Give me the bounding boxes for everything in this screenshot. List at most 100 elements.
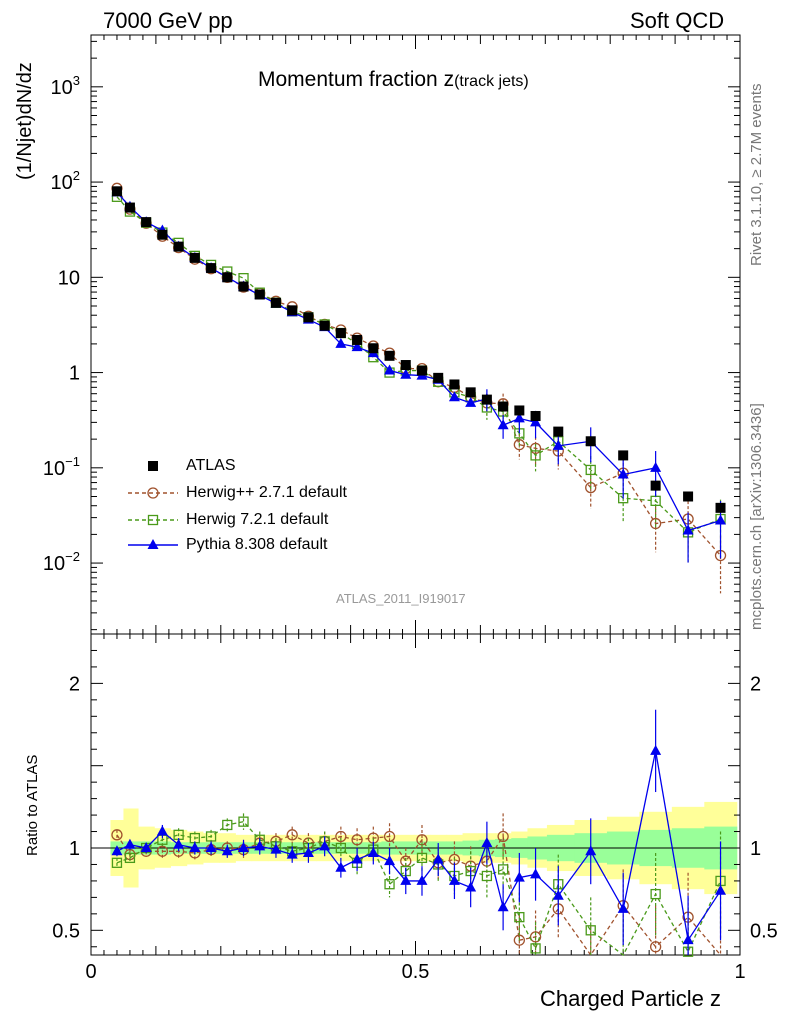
- y-tick-base: 10: [58, 267, 80, 289]
- ratio-tick-label: 1: [69, 838, 80, 860]
- header-left: 7000 GeV pp: [103, 8, 233, 33]
- ratio-point-2: [530, 943, 541, 954]
- legend-label-pythia: Pythia 8.308 default: [186, 536, 328, 553]
- x-axis-label: Charged Particle z: [540, 986, 721, 1011]
- ratio-y-axis-label: Ratio to ATLAS: [24, 754, 41, 856]
- series-point-3: [530, 416, 542, 427]
- series-line-3: [116, 191, 721, 532]
- series-point-3: [448, 391, 460, 402]
- ratio-point-3: [650, 744, 662, 755]
- ratio-point-3: [351, 853, 363, 864]
- y-tick-label: 10−1: [43, 454, 80, 480]
- main-plot-data: [111, 182, 727, 594]
- series-point-2: [585, 464, 596, 476]
- ratio-point-3: [432, 853, 444, 864]
- ratio-point-2: [222, 819, 233, 831]
- series-point-0: [433, 372, 444, 383]
- ratio-point-3: [682, 934, 694, 945]
- plot-title-text: Momentum fraction: [258, 68, 438, 91]
- plot-title-sub: (track jets): [454, 73, 529, 90]
- ratio-point-2: [205, 831, 217, 842]
- legend-marker-2: [147, 514, 159, 526]
- ratio-point-3: [481, 837, 493, 848]
- series-point-0: [416, 365, 427, 376]
- ratio-point-1: [351, 834, 363, 846]
- y-tick-label: 102: [51, 168, 80, 194]
- series-point-3: [335, 337, 347, 348]
- series-point-0: [449, 379, 460, 390]
- legend-label-atlas: ATLAS: [186, 457, 236, 474]
- ratio-point-3: [497, 901, 509, 912]
- series-point-0: [141, 217, 152, 228]
- ratio-point-2: [111, 857, 123, 868]
- series-point-0: [585, 436, 596, 447]
- ratio-point-3: [254, 840, 266, 851]
- ratio-point-3: [513, 871, 525, 882]
- x-tick-label: 0.5: [402, 961, 430, 983]
- ratio-tick-label-right: 1: [750, 838, 761, 860]
- series-point-0: [254, 289, 265, 300]
- ratio-point-3: [552, 889, 564, 900]
- series-point-0: [303, 312, 314, 323]
- series-point-0: [111, 186, 122, 197]
- series-point-0: [173, 241, 184, 252]
- series-point-3: [650, 461, 662, 472]
- y-tick-base: 10: [43, 553, 65, 575]
- y-tick-exp: 3: [73, 73, 80, 88]
- series-point-0: [238, 281, 249, 292]
- ratio-plot-data: [111, 709, 727, 957]
- ratio-point-3: [221, 845, 233, 856]
- ratio-point-3: [448, 874, 460, 885]
- rivet-note: Rivet 3.1.10, ≥ 2.7M events: [748, 83, 765, 267]
- ratio-point-3: [124, 838, 136, 849]
- ratio-frame: [90, 633, 741, 956]
- ratio-point-3: [111, 845, 123, 856]
- ratio-point-3: [156, 825, 168, 836]
- y-tick-label: 10−2: [43, 549, 80, 575]
- ratio-tick-label-right: 2: [750, 673, 761, 695]
- legend-markers: [128, 461, 178, 549]
- ratio-point-3: [530, 868, 542, 879]
- series-point-3: [465, 396, 477, 407]
- ratio-point-2: [416, 852, 428, 864]
- ratio-point-1: [111, 829, 123, 841]
- series-point-0: [335, 328, 346, 339]
- y-tick-label: 1: [69, 363, 80, 385]
- y-tick-exp: −2: [65, 549, 80, 564]
- series-point-0: [498, 401, 509, 412]
- y-tick-base: 10: [51, 77, 73, 99]
- ratio-tick-label: 2: [69, 673, 80, 695]
- source-note: mcplots.cern.ch [arXiv:1306.3436]: [748, 403, 765, 630]
- series-point-0: [650, 480, 661, 491]
- ratio-point-3: [286, 848, 298, 859]
- series-point-0: [222, 272, 233, 283]
- ratio-tick-label: 0.5: [52, 920, 80, 942]
- series-point-0: [481, 394, 492, 405]
- series-point-0: [157, 229, 168, 240]
- ratio-point-2: [238, 816, 249, 827]
- ratio-point-2: [384, 879, 395, 890]
- series-point-0: [400, 360, 411, 371]
- ratio-point-3: [319, 840, 331, 851]
- series-point-0: [384, 350, 395, 361]
- ratio-point-3: [585, 845, 597, 856]
- ratio-point-2: [585, 925, 596, 936]
- ratio-point-3: [400, 874, 412, 885]
- y-tick-base: 1: [69, 363, 80, 385]
- ratio-point-3: [715, 884, 727, 895]
- series-point-0: [514, 405, 525, 416]
- ratio-point-3: [367, 846, 379, 857]
- ratio-point-3: [617, 902, 629, 913]
- ratio-point-1: [383, 830, 396, 843]
- x-tick-label: 1: [734, 961, 745, 983]
- series-point-2: [530, 450, 541, 461]
- ratio-point-1: [156, 845, 169, 857]
- series-point-3: [552, 439, 564, 450]
- series-point-0: [530, 410, 541, 421]
- series-point-3: [351, 341, 363, 352]
- y-tick-base: 10: [43, 458, 65, 480]
- ratio-point-2: [514, 911, 525, 923]
- ratio-point-2: [124, 852, 136, 864]
- ratio-point-2: [481, 870, 493, 882]
